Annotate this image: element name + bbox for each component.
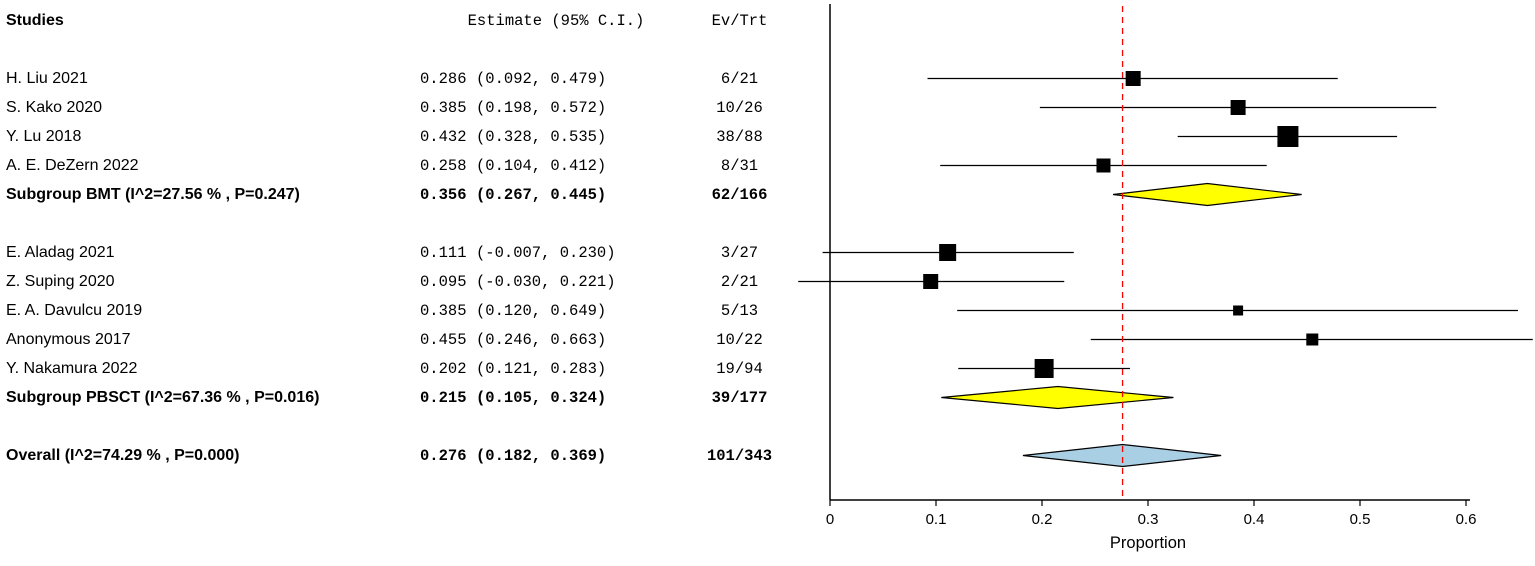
- table-row: Subgroup BMT (I^2=27.56 % , P=0.247) 0.35…: [0, 180, 800, 209]
- ci-value: (0.267, 0.445): [476, 185, 607, 204]
- ci-value: (0.246, 0.663): [476, 330, 607, 349]
- study-marker: [939, 244, 957, 261]
- column-header-estimate: Estimate (95% C.I.): [467, 11, 645, 30]
- study-marker: [1233, 305, 1244, 316]
- ev-trt-value: 8/31: [720, 156, 759, 175]
- estimate-value: 0.276: [420, 446, 467, 465]
- ev-trt-value: 10/22: [716, 330, 763, 349]
- x-tick-label: 0.2: [1032, 511, 1053, 528]
- estimate-value: 0.286: [420, 69, 467, 88]
- estimate-value: 0.356: [420, 185, 467, 204]
- study-label: H. Liu 2021: [6, 69, 88, 87]
- estimate-value: 0.385: [420, 301, 467, 320]
- table-row: E. A. Davulcu 2019 0.385 (0.120, 0.649) 5/1…: [0, 296, 800, 325]
- study-marker: [1096, 158, 1111, 173]
- ev-trt-value: 3/27: [720, 243, 759, 262]
- ev-trt-value: 19/94: [716, 359, 763, 378]
- column-header-studies: Studies: [6, 11, 64, 29]
- study-label: S. Kako 2020: [6, 98, 103, 116]
- x-tick-label: 0: [826, 511, 834, 528]
- study-marker: [923, 274, 939, 289]
- ci-value: (0.120, 0.649): [476, 301, 607, 320]
- study-marker: [1306, 333, 1319, 346]
- overall-diamond: [1022, 443, 1222, 468]
- x-tick-label: 0.5: [1350, 511, 1371, 528]
- estimate-value: 0.385: [420, 98, 467, 117]
- study-label: Y. Nakamura 2022: [6, 359, 138, 377]
- column-header-ev-trt: Ev/Trt: [711, 11, 768, 30]
- subgroup-diamond: [941, 385, 1174, 410]
- study-label: E. Aladag 2021: [6, 243, 115, 261]
- table-row: E. Aladag 2021 0.111 (-0.007, 0.230) 3/27: [0, 238, 800, 267]
- ev-trt-value: 38/88: [716, 127, 763, 146]
- estimate-value: 0.432: [420, 127, 467, 146]
- ci-value: (-0.030, 0.221): [476, 272, 616, 291]
- ev-trt-value: 2/21: [720, 272, 759, 291]
- ev-trt-value: 10/26: [716, 98, 763, 117]
- study-label: Z. Suping 2020: [6, 272, 115, 290]
- ev-trt-value: 5/13: [720, 301, 759, 320]
- studies-table: Studies Estimate (95% C.I.) Ev/Trt H. Liu 2…: [0, 6, 800, 470]
- x-tick-label: 0.3: [1138, 511, 1159, 528]
- study-marker: [1034, 359, 1054, 378]
- table-row: H. Liu 2021 0.286 (0.092, 0.479) 6/21: [0, 64, 800, 93]
- ci-value: (-0.007, 0.230): [476, 243, 616, 262]
- study-marker: [1277, 126, 1299, 147]
- ci-value: (0.105, 0.324): [476, 388, 607, 407]
- ev-trt-value: 62/166: [711, 185, 768, 204]
- study-label: A. E. DeZern 2022: [6, 156, 139, 174]
- study-label: Subgroup PBSCT (I^2=67.36 % , P=0.016): [6, 388, 320, 406]
- x-axis-title: Proportion: [1110, 534, 1186, 552]
- x-tick-label: 0.6: [1456, 511, 1477, 528]
- estimate-value: 0.095: [420, 272, 467, 291]
- table-row: Overall (I^2=74.29 % , P=0.000) 0.276 (0.1…: [0, 441, 800, 470]
- ci-value: (0.182, 0.369): [476, 446, 607, 465]
- study-label: E. A. Davulcu 2019: [6, 301, 143, 319]
- ev-trt-value: 39/177: [711, 388, 768, 407]
- study-label: Subgroup BMT (I^2=27.56 % , P=0.247): [6, 185, 300, 203]
- x-tick-label: 0.1: [926, 511, 947, 528]
- table-row: Y. Lu 2018 0.432 (0.328, 0.535) 38/88: [0, 122, 800, 151]
- ci-value: (0.092, 0.479): [476, 69, 607, 88]
- ev-trt-value: 101/343: [706, 446, 773, 465]
- estimate-value: 0.202: [420, 359, 467, 378]
- table-row: Z. Suping 2020 0.095 (-0.030, 0.221) 2/21: [0, 267, 800, 296]
- estimate-value: 0.111: [420, 243, 467, 262]
- table-header-row: Studies Estimate (95% C.I.) Ev/Trt: [0, 6, 800, 35]
- table-row: A. E. DeZern 2022 0.258 (0.104, 0.412) 8/31: [0, 151, 800, 180]
- ci-value: (0.198, 0.572): [476, 98, 607, 117]
- study-label: Y. Lu 2018: [6, 127, 82, 145]
- ci-value: (0.104, 0.412): [476, 156, 607, 175]
- table-row: Subgroup PBSCT (I^2=67.36 % , P=0.016) 0.…: [0, 383, 800, 412]
- estimate-value: 0.455: [420, 330, 467, 349]
- study-label: Overall (I^2=74.29 % , P=0.000): [6, 446, 240, 464]
- ci-value: (0.121, 0.283): [476, 359, 607, 378]
- table-row: Y. Nakamura 2022 0.202 (0.121, 0.283) 19/94: [0, 354, 800, 383]
- study-label: Anonymous 2017: [6, 330, 131, 348]
- ci-value: (0.328, 0.535): [476, 127, 607, 146]
- x-tick-label: 0.4: [1244, 511, 1265, 528]
- estimate-value: 0.215: [420, 388, 467, 407]
- subgroup-diamond: [1112, 182, 1302, 207]
- ev-trt-value: 6/21: [720, 69, 759, 88]
- table-row: S. Kako 2020 0.385 (0.198, 0.572) 10/26: [0, 93, 800, 122]
- study-marker: [1230, 100, 1246, 115]
- table-row: Anonymous 2017 0.455 (0.246, 0.663) 10/22: [0, 325, 800, 354]
- study-marker: [1125, 71, 1141, 86]
- estimate-value: 0.258: [420, 156, 467, 175]
